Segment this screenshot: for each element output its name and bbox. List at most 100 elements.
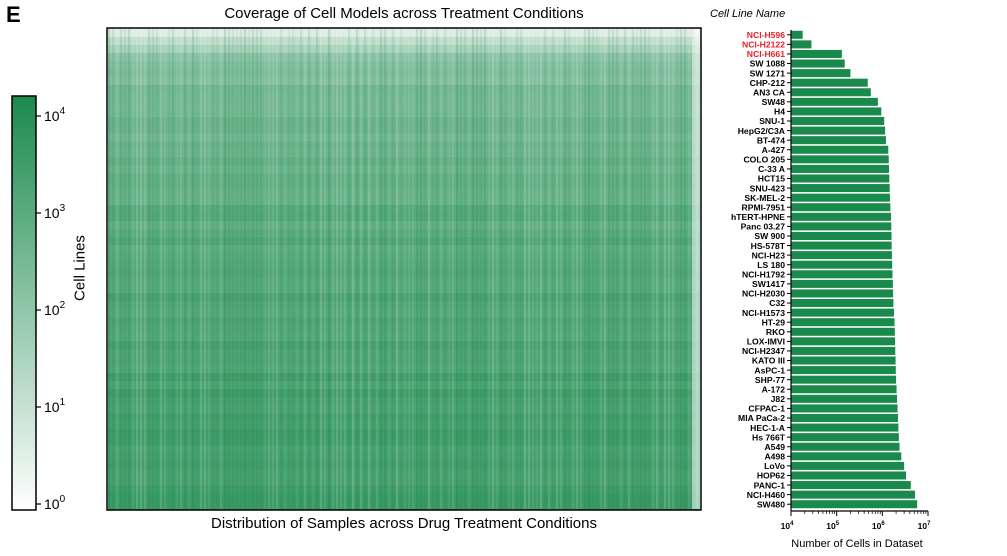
heatmap-column: [168, 29, 171, 509]
heatmap-column: [212, 29, 215, 509]
y-tick-label: AN3 CA: [753, 87, 785, 97]
heatmap-column: [128, 29, 131, 509]
heatmap-column: [416, 29, 419, 509]
heatmap-row: [108, 285, 700, 294]
heatmap-row: [108, 341, 700, 350]
y-tick-label: H4: [774, 107, 785, 117]
y-tick-label: SW1417: [752, 279, 785, 289]
heatmap-row: [108, 501, 700, 510]
heatmap-row: [108, 261, 700, 270]
heatmap-row: [108, 477, 700, 486]
heatmap-row: [108, 373, 700, 382]
heatmap-row: [108, 173, 700, 182]
y-tick-label: CFPAC-1: [748, 404, 785, 414]
y-tick-label: HOP62: [757, 471, 785, 481]
heatmap-column: [276, 29, 279, 509]
heatmap-column: [248, 29, 251, 509]
heatmap-column: [576, 29, 579, 509]
y-tick-label: Panc 03.27: [741, 222, 786, 232]
heatmap-column: [660, 29, 663, 509]
heatmap-column: [408, 29, 411, 509]
y-tick-label: SHP-77: [755, 375, 785, 385]
x-tick-label: 107: [918, 521, 931, 531]
heatmap-column: [388, 29, 391, 509]
heatmap-row: [108, 293, 700, 302]
bar: [791, 116, 885, 126]
y-tick-label: HepG2/C3A: [738, 126, 785, 136]
y-tick-label: A-172: [762, 384, 786, 394]
bar: [791, 222, 892, 231]
bar: [791, 442, 900, 451]
bar-chart-title: Cell Line Name: [710, 8, 786, 20]
heatmap-column: [284, 29, 287, 509]
heatmap-column: [332, 29, 335, 509]
bar: [791, 481, 911, 490]
heatmap-column: [320, 29, 323, 509]
heatmap-column: [516, 29, 519, 509]
y-tick-label: NCI-H661: [747, 49, 785, 59]
heatmap-column: [588, 29, 591, 509]
heatmap-row: [108, 349, 700, 358]
y-tick-label: SW 1271: [750, 68, 786, 78]
heatmap-column: [688, 29, 691, 509]
bar: [791, 366, 896, 375]
heatmap-column: [400, 29, 403, 509]
heatmap-x-axis-label: Distribution of Samples across Drug Trea…: [210, 515, 597, 532]
bar: [791, 231, 892, 240]
y-tick-label: CHP-212: [750, 78, 786, 88]
heatmap-row: [108, 229, 700, 238]
y-tick-label: Hs 766T: [752, 432, 786, 442]
y-tick-label: HCT15: [758, 174, 785, 184]
heatmap-column: [236, 29, 239, 509]
heatmap-column: [648, 29, 651, 509]
heatmap-column: [580, 29, 583, 509]
heatmap-column: [256, 29, 259, 509]
bar: [791, 241, 892, 250]
heatmap-column: [336, 29, 339, 509]
bar: [791, 318, 895, 327]
bar: [791, 433, 899, 442]
y-tick-label: RKO: [766, 327, 785, 337]
heatmap: [106, 27, 702, 511]
heatmap-row: [108, 445, 700, 454]
heatmap-column: [664, 29, 667, 509]
heatmap-column: [600, 29, 603, 509]
heatmap-column: [292, 29, 295, 509]
heatmap-column: [304, 29, 307, 509]
heatmap-column: [252, 29, 255, 509]
heatmap-row: [108, 141, 700, 150]
heatmap-row: [108, 437, 700, 446]
heatmap-column: [428, 29, 431, 509]
y-tick-label: NCI-H2122: [742, 40, 785, 50]
heatmap-row: [108, 133, 700, 142]
heatmap-column: [488, 29, 491, 509]
heatmap-row: [108, 413, 700, 422]
heatmap-row: [108, 333, 700, 342]
bar: [791, 404, 898, 413]
heatmap-column: [172, 29, 175, 509]
y-tick-label: LoVo: [764, 461, 785, 471]
heatmap-column: [624, 29, 627, 509]
heatmap-column: [484, 29, 487, 509]
y-tick-label: AsPC-1: [754, 365, 785, 375]
heatmap-row: [108, 317, 700, 326]
heatmap-row: [108, 221, 700, 230]
heatmap-column: [544, 29, 547, 509]
heatmap-column: [432, 29, 435, 509]
heatmap-column: [156, 29, 159, 509]
y-tick-label: A498: [764, 452, 785, 462]
heatmap-row: [108, 469, 700, 478]
heatmap-column: [268, 29, 271, 509]
heatmap-column: [512, 29, 515, 509]
heatmap-row: [108, 85, 700, 94]
heatmap-row: [108, 269, 700, 278]
heatmap-row: [108, 309, 700, 318]
bar: [791, 327, 895, 336]
heatmap-column: [308, 29, 311, 509]
colorbar-gradient: [11, 95, 37, 511]
heatmap-row: [108, 405, 700, 414]
y-tick-label: PANC-1: [754, 480, 786, 490]
y-tick-label: HT-29: [762, 317, 786, 327]
heatmap-column: [112, 29, 115, 509]
heatmap-row: [108, 77, 700, 86]
